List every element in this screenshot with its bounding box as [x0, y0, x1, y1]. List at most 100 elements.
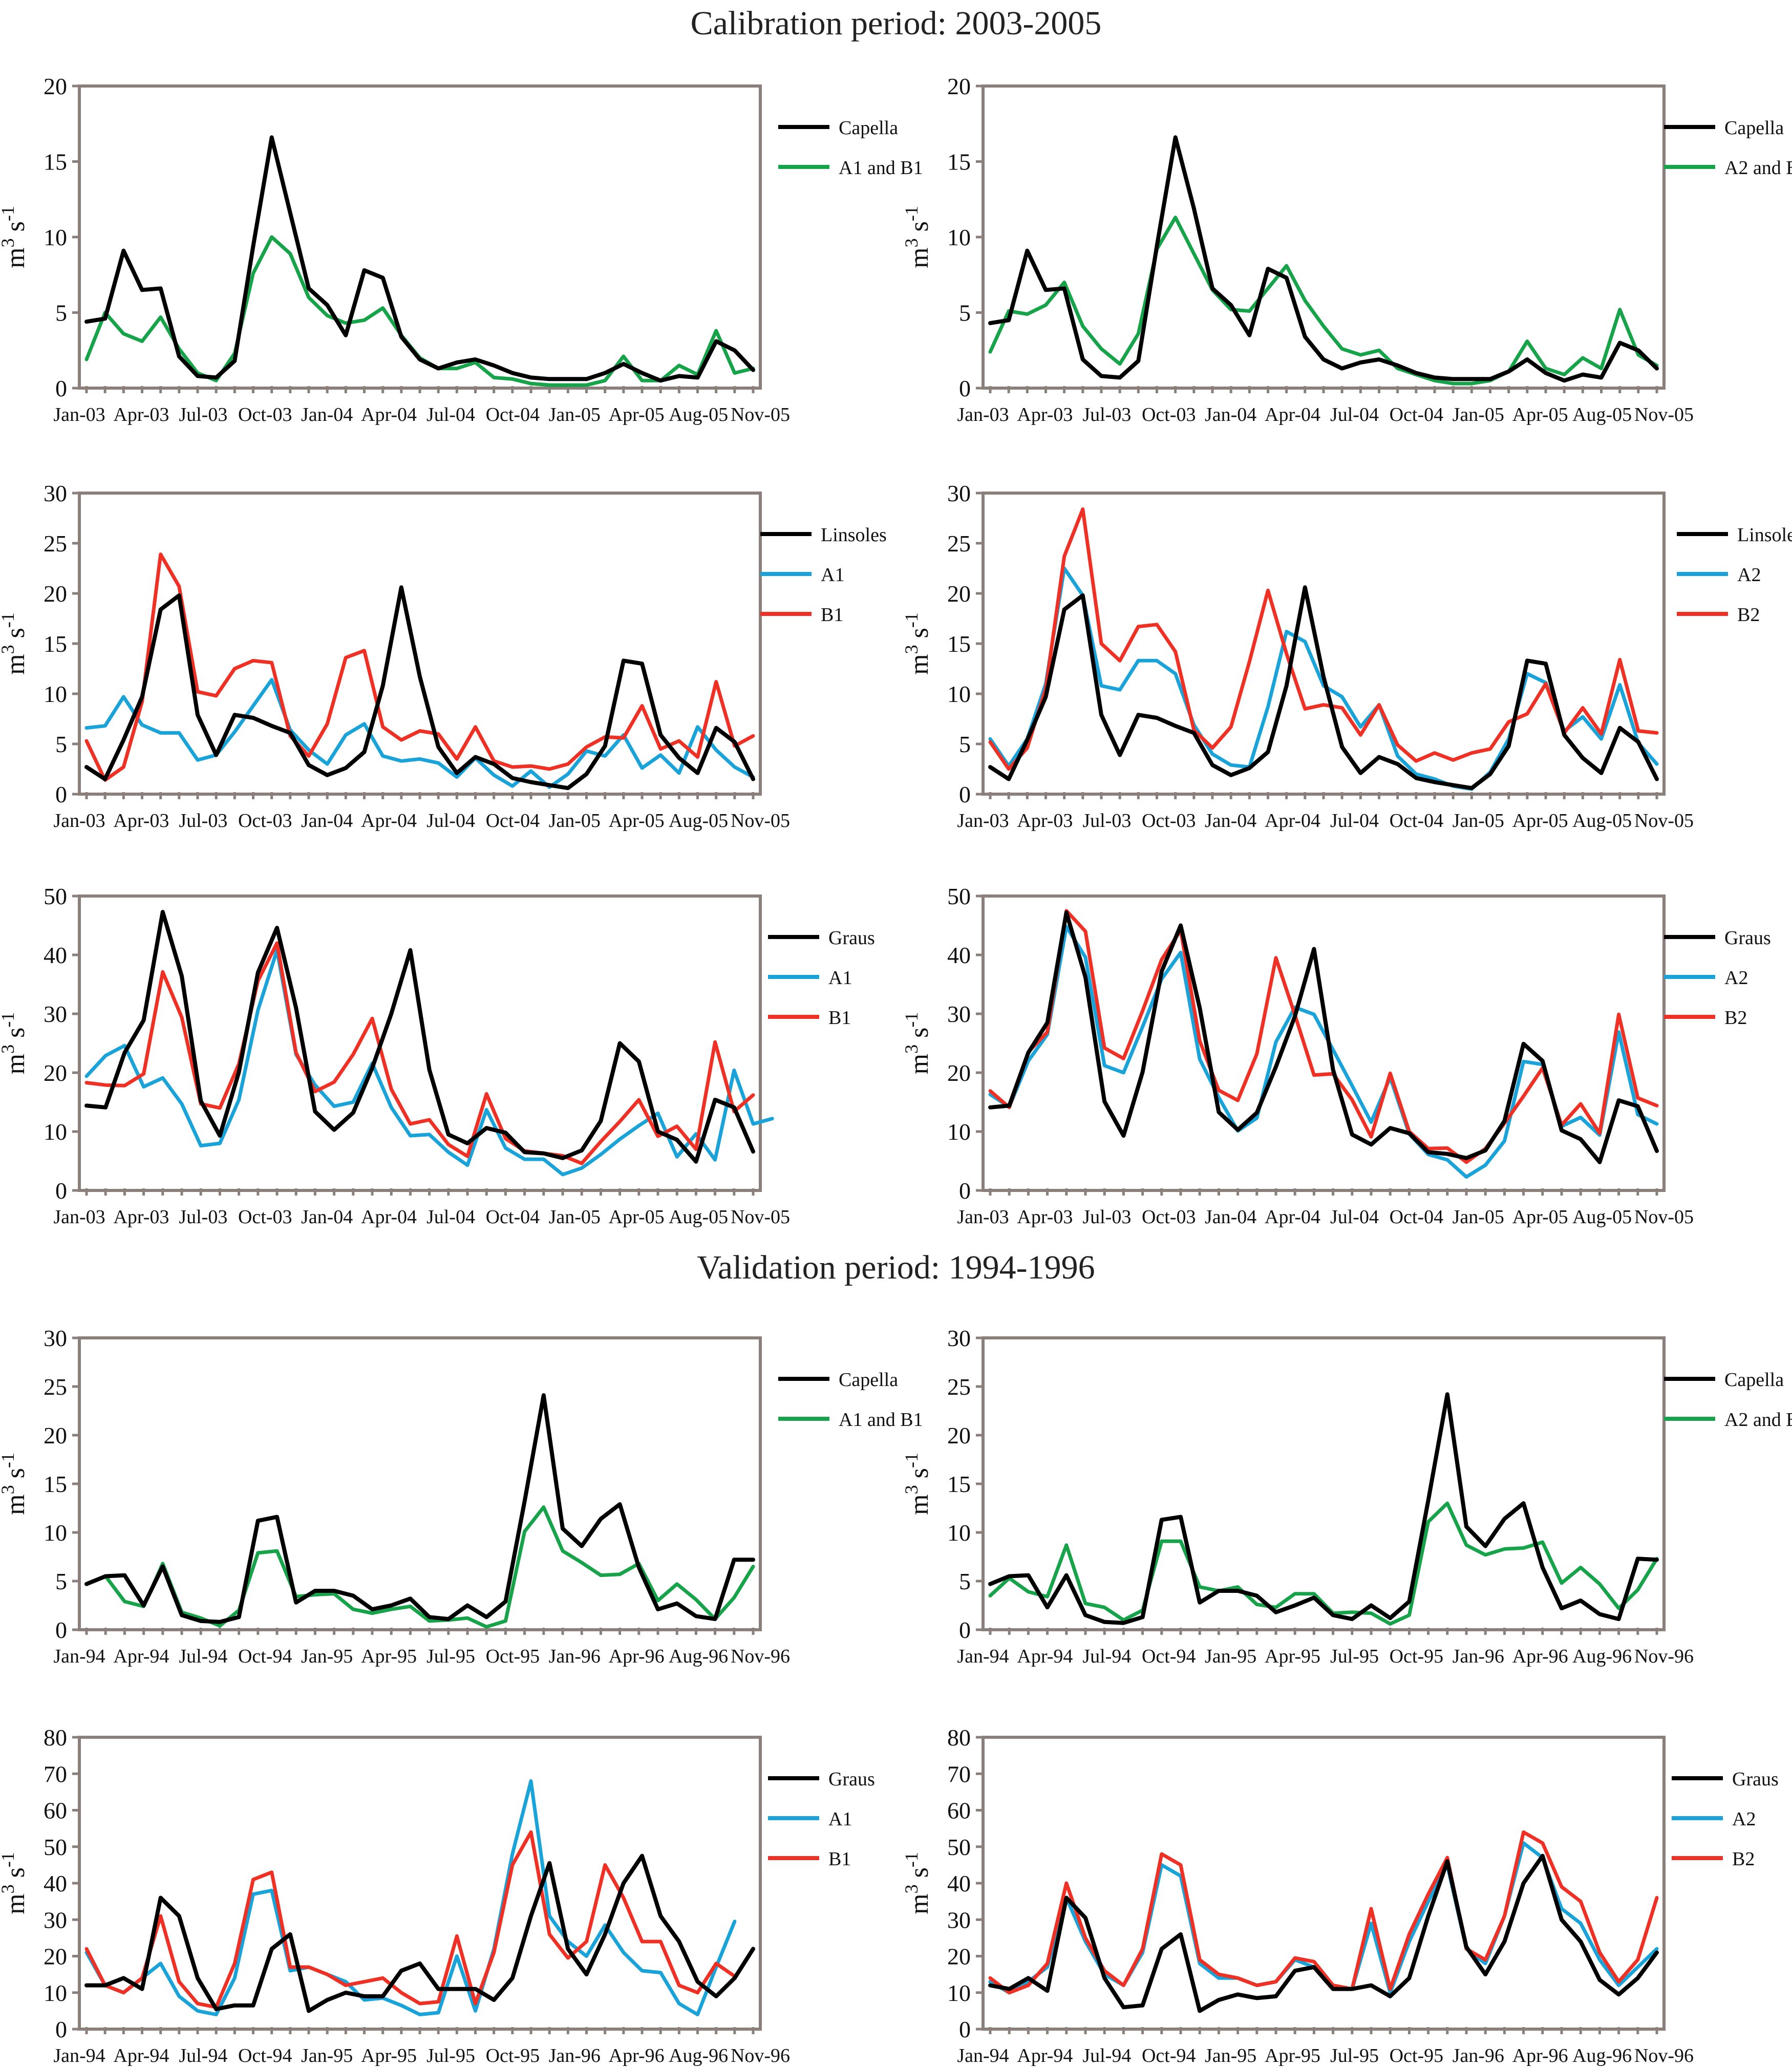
y-tick-label: 20 — [44, 1944, 67, 1970]
y-axis-label: m3 s-1 — [0, 1453, 30, 1515]
x-tick-label: Apr-05 — [609, 810, 665, 832]
series-line-graus — [84, 1853, 755, 2013]
legend-label: Linsoles — [1737, 524, 1792, 546]
x-tick-label: Jul-03 — [179, 404, 227, 425]
y-axis-label: m3 s-1 — [901, 1453, 934, 1515]
x-tick-label: Oct-95 — [486, 2045, 540, 2066]
series-line-b1 — [84, 1830, 737, 2009]
series-line-a2-and-b2 — [988, 1501, 1659, 1626]
y-tick-label: 70 — [947, 1761, 971, 1787]
x-tick-label: Jan-05 — [1453, 1206, 1504, 1228]
y-tick-label: 10 — [44, 1520, 67, 1546]
y-tick-label: 10 — [44, 224, 67, 250]
y-tick-label: 15 — [947, 631, 971, 657]
x-tick-label: Jul-95 — [426, 2045, 475, 2066]
series-line-b2 — [988, 507, 1659, 771]
x-tick-label: Oct-03 — [1142, 404, 1196, 425]
y-tick-label: 5 — [959, 731, 971, 757]
y-tick-label: 20 — [947, 73, 971, 99]
x-tick-label: Jan-04 — [301, 810, 353, 832]
series-line-a1 — [84, 948, 774, 1177]
y-tick-label: 20 — [44, 1422, 67, 1448]
x-tick-label: Nov-05 — [1634, 1206, 1694, 1228]
y-axis-label: m3 s-1 — [0, 206, 30, 268]
y-tick-label: 80 — [44, 1724, 67, 1751]
y-tick-label: 15 — [947, 1471, 971, 1497]
x-tick-label: Jul-03 — [1082, 810, 1131, 832]
y-tick-label: 0 — [55, 1617, 67, 1643]
y-tick-label: 30 — [947, 1907, 971, 1933]
x-tick-label: Apr-04 — [361, 404, 417, 425]
plot-frame — [982, 894, 1666, 1192]
y-tick-label: 20 — [44, 73, 67, 99]
x-tick-label: Jan-96 — [549, 2045, 601, 2066]
x-tick-label: Nov-96 — [731, 2045, 790, 2066]
x-tick-label: Apr-96 — [1512, 2045, 1568, 2066]
x-tick-label: Oct-95 — [1390, 2045, 1444, 2066]
chart-val-graus-1: 0 10 20 30 40 50 60 70 80 Jan-94 Apr-94 Jul-94 Oct-9… — [0, 1724, 875, 2066]
y-tick-label: 0 — [55, 375, 67, 401]
y-tick-label: 5 — [55, 1568, 67, 1594]
chart-cal-graus-2: 0 10 20 30 40 50 Jan-03 Apr-03 Jul-03 Oct-03 Jan-0… — [901, 883, 1771, 1228]
y-tick-label: 25 — [44, 530, 67, 557]
x-tick-label: Jan-95 — [1205, 2045, 1256, 2066]
x-tick-label: Oct-04 — [1390, 810, 1444, 832]
y-tick-label: 20 — [947, 1060, 971, 1086]
x-tick-label: Oct-04 — [1390, 404, 1444, 425]
y-axis-label: m3 s-1 — [901, 206, 934, 268]
y-tick-label: 0 — [959, 1178, 971, 1204]
legend-label: A1 and B1 — [839, 157, 923, 179]
x-tick-label: Jan-04 — [1205, 810, 1256, 832]
x-tick-label: Oct-03 — [1142, 1206, 1196, 1228]
x-tick-label: Aug-05 — [1572, 404, 1632, 425]
x-tick-label: Jan-03 — [53, 810, 105, 832]
x-tick-label: Aug-05 — [1572, 1206, 1632, 1228]
x-tick-label: Aug-05 — [1572, 810, 1632, 832]
x-tick-label: Oct-95 — [1390, 1646, 1444, 1667]
x-tick-label: Jan-94 — [957, 1646, 1009, 1667]
x-tick-label: Jan-05 — [549, 404, 601, 425]
chart-cal-capella-2: 0 5 10 15 20 Jan-03 Apr-03 Jul-03 Oct-03 Jan-04 Ap… — [901, 73, 1792, 425]
legend-label: B1 — [821, 604, 843, 626]
y-tick-label: 60 — [947, 1798, 971, 1824]
x-tick-label: Jul-94 — [179, 2045, 227, 2066]
y-tick-label: 15 — [44, 1471, 67, 1497]
x-tick-label: Jul-04 — [1330, 404, 1379, 425]
series-line-a1 — [84, 678, 755, 789]
x-tick-label: Jul-04 — [1330, 1206, 1379, 1228]
y-tick-label: 50 — [44, 1834, 67, 1860]
x-tick-label: Oct-04 — [1390, 1206, 1444, 1228]
x-tick-label: Nov-96 — [731, 1646, 790, 1667]
y-tick-label: 40 — [44, 1870, 67, 1896]
x-tick-label: Nov-96 — [1634, 1646, 1694, 1667]
legend-label: Graus — [828, 1768, 875, 1790]
legend-label: B1 — [828, 1007, 851, 1029]
x-tick-label: Oct-03 — [238, 404, 292, 425]
legend-label: Graus — [828, 927, 875, 949]
x-tick-label: Apr-04 — [361, 810, 417, 832]
validation-heading: Validation period: 1994-1996 — [697, 1249, 1095, 1286]
y-tick-label: 30 — [947, 1001, 971, 1027]
y-tick-label: 0 — [959, 1617, 971, 1643]
y-tick-label: 10 — [947, 1119, 971, 1145]
y-tick-label: 0 — [55, 781, 67, 807]
y-tick-label: 60 — [44, 1798, 67, 1824]
plot-frame — [982, 1336, 1666, 1631]
plot-frame — [78, 1336, 762, 1631]
calibration-heading: Calibration period: 2003-2005 — [690, 5, 1102, 42]
x-tick-label: Nov-05 — [1634, 404, 1694, 425]
x-tick-label: Apr-95 — [361, 2045, 417, 2066]
x-tick-label: Apr-03 — [1017, 1206, 1073, 1228]
x-tick-label: Jul-95 — [1330, 1646, 1379, 1667]
x-tick-label: Oct-95 — [486, 1646, 540, 1667]
x-tick-label: Oct-94 — [1142, 1646, 1196, 1667]
y-tick-label: 25 — [947, 1374, 971, 1400]
x-tick-label: Apr-95 — [1265, 2045, 1320, 2066]
x-tick-label: Jan-96 — [1453, 1646, 1504, 1667]
legend-label: A2 — [1732, 1808, 1756, 1830]
legend-label: A1 and B1 — [839, 1409, 923, 1431]
y-tick-label: 15 — [44, 631, 67, 657]
legend-label: Capella — [839, 1369, 898, 1391]
y-axis-label: m3 s-1 — [901, 1852, 934, 1914]
